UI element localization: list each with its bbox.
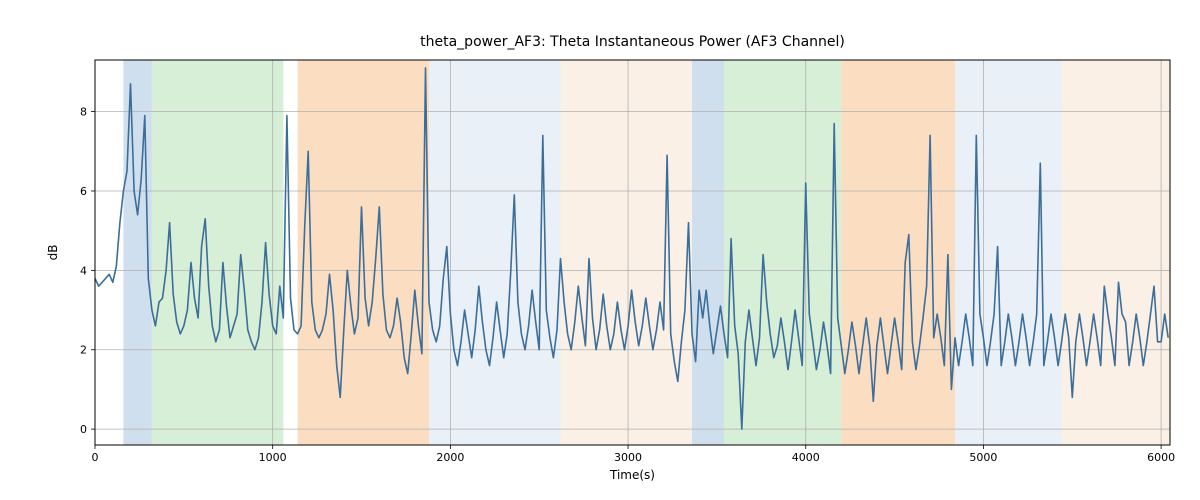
- shaded-region-9: [1062, 60, 1170, 445]
- xtick-label: 5000: [969, 451, 997, 464]
- ytick-label: 6: [80, 185, 87, 198]
- ytick-label: 2: [80, 344, 87, 357]
- xtick-label: 3000: [614, 451, 642, 464]
- xtick-label: 0: [92, 451, 99, 464]
- shaded-region-8: [955, 60, 1062, 445]
- line-chart: 0 1000 2000 3000 4000 5000 6000 0 2 4 6 8 Time(s) dB t…: [0, 0, 1200, 500]
- shaded-region-6: [724, 60, 841, 445]
- x-axis-label: Time(s): [609, 468, 655, 482]
- ytick-label: 4: [80, 264, 87, 277]
- xtick-label: 6000: [1147, 451, 1175, 464]
- xtick-label: 1000: [259, 451, 287, 464]
- shaded-region-4: [561, 60, 692, 445]
- ytick-label: 8: [80, 106, 87, 119]
- xtick-label: 2000: [436, 451, 464, 464]
- xtick-label: 4000: [792, 451, 820, 464]
- chart-container: 0 1000 2000 3000 4000 5000 6000 0 2 4 6 8 Time(s) dB t…: [0, 0, 1200, 500]
- chart-title: theta_power_AF3: Theta Instantaneous Pow…: [420, 34, 845, 50]
- ytick-label: 0: [80, 423, 87, 436]
- y-axis-label: dB: [46, 245, 60, 261]
- shaded-region-5: [692, 60, 724, 445]
- shaded-region-7: [841, 60, 955, 445]
